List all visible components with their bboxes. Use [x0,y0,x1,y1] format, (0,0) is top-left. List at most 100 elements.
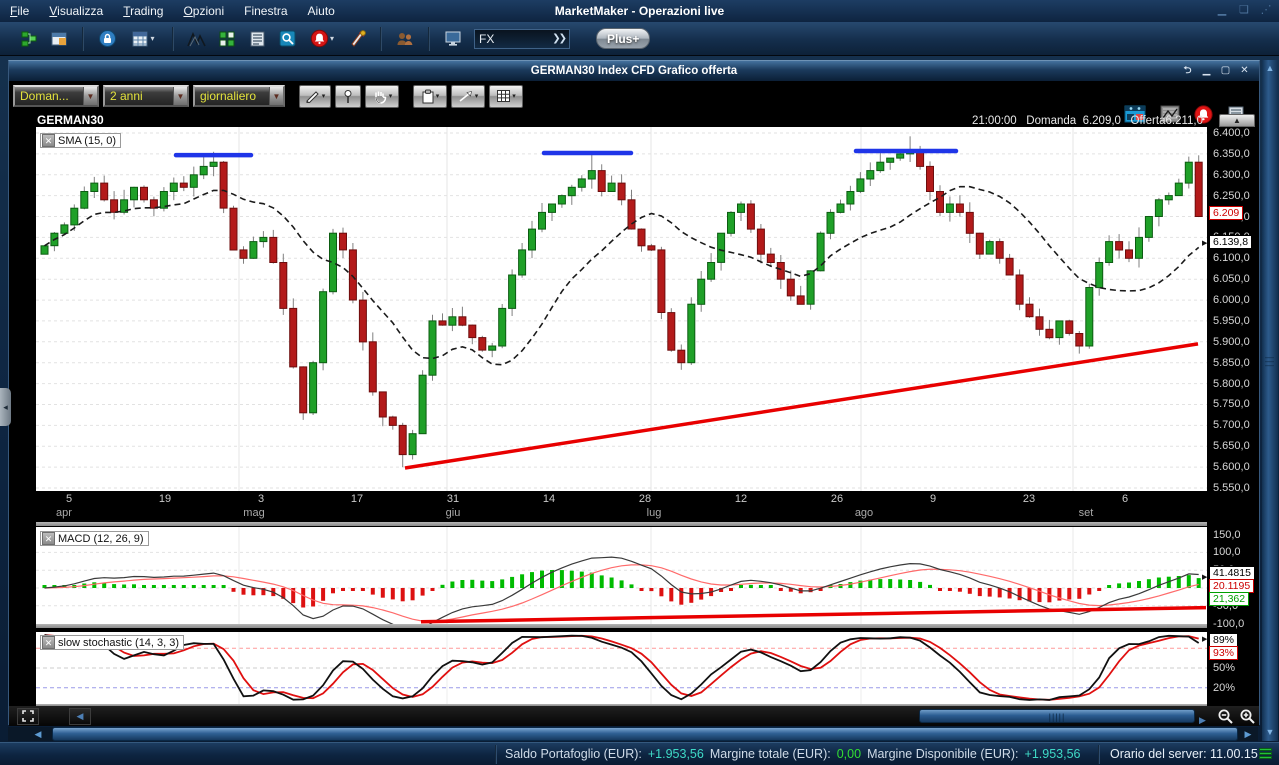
chart-window-titlebar[interactable]: GERMAN30 Index CFD Grafico offerta ⮌ ▁ ▢… [9,61,1259,81]
fx-selector[interactable]: FX ❯❯ [474,28,570,49]
scroll-right-button[interactable]: ▶ [1199,715,1206,725]
toolbar-separator [82,26,84,51]
menu-item-visualizza[interactable]: Visualizza [49,4,104,18]
chart-scrollbar[interactable]: ||||| [919,709,1195,723]
fullscreen-icon[interactable] [17,707,39,725]
app-restore-button[interactable]: ❏ [1239,4,1249,16]
quote-time: 21:00:00 [971,115,1017,127]
scroll-down-arrow-icon[interactable]: ▼ [1265,727,1275,737]
close-icon[interactable]: ✕ [42,636,55,649]
workspace-layout-icon[interactable] [46,27,72,51]
menu-item-opzioni[interactable]: Opzioni [183,4,225,18]
vertical-scroll-grip[interactable]: — — — [1265,352,1274,370]
macd-chart[interactable] [36,527,1207,633]
menu-item-file[interactable]: File [10,4,30,18]
chevron-down-icon[interactable]: ▼ [173,87,187,105]
close-icon[interactable]: ✕ [42,532,55,545]
xaxis-day-label: 19 [158,493,172,505]
chevron-down-icon[interactable]: ▼ [83,87,97,105]
market-scanner-icon[interactable] [274,27,300,51]
alert-bell-icon[interactable] [1194,105,1213,129]
stoch-tick-label: 20% [1213,682,1236,694]
server-time-label: Orario del server: [1110,747,1207,761]
price-tick-label: 5.750,0 [1213,398,1250,410]
interval-dropdown[interactable]: giornaliero ▼ [193,85,285,107]
horizontal-scrollbar[interactable]: ◀ ▶ [8,727,1258,741]
xaxis-day-label: 31 [446,493,460,505]
menu-item-aiuto[interactable]: Aiuto [307,4,335,18]
xaxis-day-label: 9 [929,493,937,505]
promotions-icon[interactable] [344,27,370,51]
pan-tool-button[interactable]: ▾ [365,84,399,108]
news-icon[interactable] [244,27,270,51]
chart-quote-readout: 21:00:00 Domanda 6.209,0 Offerta6.211,0 [972,115,1203,127]
clipboard-tool-button[interactable]: ▾ [413,84,447,108]
server-time: Orario del server: 11.00.15 [1110,747,1258,761]
stochastic-panel[interactable] [36,632,1207,704]
horizontal-scroll-thumb[interactable] [52,727,1238,741]
macd-value-arrow-icon: ▶ [1202,574,1208,581]
symbol-dropdown[interactable]: Doman... ▼ [13,85,99,107]
application-title: MarketMaker - Operazioni live [554,4,725,18]
side-panel-collapsed-tab[interactable]: ◂ [0,388,11,426]
margine-disponibile-label: Margine Disponibile (EUR): [867,747,1019,761]
pin-tool-button[interactable] [335,84,361,108]
terminal-icon[interactable] [440,27,466,51]
bid-price-marker: 6.209 [1209,206,1244,220]
contacts-icon[interactable] [392,27,418,51]
scroll-left-arrow-icon[interactable]: ◀ [34,729,42,739]
plus-button[interactable]: Plus+ [596,28,651,49]
trendline-tool-button[interactable]: ▾ [451,84,485,108]
charts-icon[interactable] [184,27,210,51]
app-resize-handle[interactable]: ⋰ [1260,4,1272,16]
fx-selector-value: FX [479,31,495,46]
grid-tool-button[interactable]: ▾ [489,84,523,108]
menu-item-trading[interactable]: Trading [123,4,164,18]
alerts-bell-icon[interactable]: ▾ [304,27,340,51]
macd-tick-label: -100,0 [1213,618,1245,630]
scroll-right-arrow-icon[interactable]: ▶ [1244,729,1252,739]
menu-item-finestra[interactable]: Finestra [244,4,288,18]
tiles-icon[interactable] [214,27,240,51]
chart-symbol-label: GERMAN30 [37,113,104,127]
macd-panel[interactable] [36,527,1207,633]
minimize-icon[interactable]: ▁ [1202,64,1211,76]
maximize-icon[interactable]: ▢ [1220,64,1231,76]
candlestick-chart[interactable] [36,127,1207,491]
lock-icon[interactable] [94,27,120,51]
close-icon[interactable]: ✕ [1240,64,1249,76]
vertical-scrollbar[interactable]: ▲ — — — ▼ [1262,60,1278,741]
zoom-in-icon[interactable] [1237,708,1257,724]
app-minimize-button[interactable]: ▁ [1217,4,1227,16]
chart-stats-icon[interactable] [1160,105,1180,129]
period-dropdown[interactable]: 2 anni ▼ [103,85,189,107]
chevron-down-icon[interactable]: ▼ [269,87,283,105]
price-chart-plot[interactable] [36,127,1207,491]
margine-disponibile-value: +1.953,56 [1024,747,1081,761]
quote-board-icon[interactable]: ▾ [124,27,162,51]
price-tick-label: 5.800,0 [1213,378,1250,390]
price-tick-label: 6.300,0 [1213,169,1250,181]
scroll-up-arrow-icon[interactable]: ▲ [1265,63,1275,73]
macd-tick-label: 100,0 [1213,546,1241,558]
price-tick-label: 6.050,0 [1213,273,1250,285]
market-depth-icon[interactable] [1124,105,1146,129]
portfolio-tree-icon[interactable] [16,27,42,51]
xaxis-day-label: 23 [1022,493,1036,505]
scroll-left-button[interactable]: ◀ [69,707,91,725]
toolbar-separator [172,26,174,51]
macd-indicator-label: ✕ MACD (12, 26, 9) [40,531,149,546]
stochastic-chart[interactable] [36,632,1207,704]
chevron-double-down-icon[interactable]: ❯❯ [552,33,567,44]
xaxis-month-label: lug [646,507,662,519]
zoom-out-icon[interactable] [1215,708,1235,724]
undock-icon[interactable]: ⮌ [1183,64,1192,76]
xaxis-day-label: 12 [734,493,748,505]
stochastic-indicator-label: ✕ slow stochastic (14, 3, 3) [40,635,185,650]
collapse-panel-tab[interactable]: ▲ [1219,114,1255,127]
close-icon[interactable]: ✕ [42,134,55,147]
margine-totale-value: 0,00 [836,747,862,761]
draw-tool-button[interactable]: ▾ [299,84,331,108]
bid-value: 6.209,0 [1082,115,1121,127]
app-window-controls: ▁ ❏ ⋰ [1215,3,1273,16]
